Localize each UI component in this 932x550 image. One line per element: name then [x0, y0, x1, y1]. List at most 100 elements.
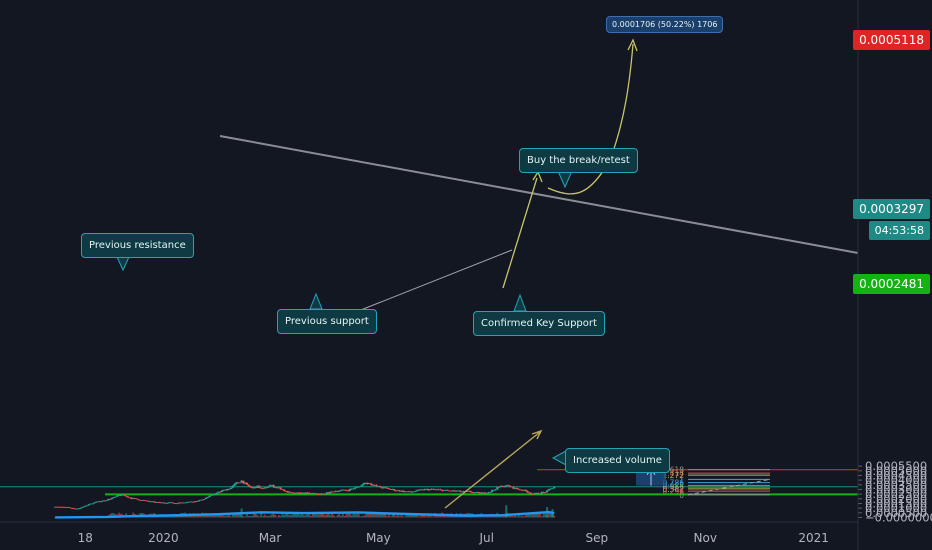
- volume-bar: [212, 514, 215, 518]
- candle-body: [370, 483, 373, 485]
- candle-body: [194, 501, 197, 502]
- candle-body: [222, 489, 225, 491]
- volume-bar: [448, 515, 451, 518]
- volume-bar: [354, 514, 357, 518]
- volume-bar: [281, 513, 284, 518]
- candle-body: [450, 490, 453, 492]
- candle-body: [387, 488, 391, 490]
- y-tick-label: 0.0000500: [865, 506, 927, 520]
- candle-body: [377, 486, 380, 487]
- candle-body: [290, 491, 293, 493]
- candle-body: [183, 502, 186, 504]
- volume-bar: [512, 516, 515, 518]
- volume-bar: [230, 516, 232, 518]
- volume-bar: [269, 515, 271, 518]
- candle-body: [364, 482, 368, 484]
- candle-body: [121, 494, 124, 496]
- volume-bar: [285, 512, 287, 518]
- candle-body: [220, 490, 224, 492]
- annotation-increased-volume[interactable]: Increased volume: [565, 448, 670, 473]
- candle-body: [295, 492, 298, 494]
- volume-bar: [242, 516, 245, 518]
- candle-body: [503, 486, 506, 488]
- candle-body: [114, 496, 117, 498]
- candle-body: [476, 492, 479, 493]
- volume-bar: [187, 515, 190, 518]
- candle-body: [169, 502, 172, 504]
- volume-bar: [206, 514, 209, 518]
- annotation-buy-break-retest[interactable]: Buy the break/retest: [519, 148, 638, 173]
- volume-bar: [341, 512, 344, 518]
- volume-bar: [292, 514, 295, 518]
- volume-bar: [418, 516, 421, 518]
- volume-bar: [238, 513, 241, 518]
- candle-body: [172, 502, 176, 504]
- candle-body: [522, 489, 526, 491]
- candle-body: [141, 500, 144, 501]
- fib-level-label: 1: [679, 475, 684, 484]
- candle-body: [236, 482, 240, 484]
- volume-bar: [532, 513, 534, 518]
- volume-bar: [498, 515, 501, 518]
- candle-body: [469, 491, 472, 493]
- volume-bar: [301, 512, 303, 518]
- candle-body: [260, 487, 263, 489]
- candle-body: [103, 500, 106, 502]
- volume-bar: [288, 515, 291, 518]
- candle-body: [492, 489, 495, 491]
- candle-body: [212, 494, 215, 496]
- volume-bar: [237, 513, 239, 518]
- candle-body: [462, 491, 465, 492]
- volume-bar: [171, 516, 174, 518]
- candle-body: [334, 491, 337, 492]
- candle-body: [242, 480, 245, 484]
- candle-body: [244, 482, 247, 484]
- candle-body: [78, 508, 82, 509]
- volume-bar: [178, 516, 181, 518]
- candle-body: [286, 491, 289, 493]
- candle-body: [148, 501, 151, 502]
- candle-body: [107, 499, 110, 501]
- volume-bar: [299, 514, 302, 518]
- candle-body: [267, 486, 270, 488]
- volume-bar: [293, 513, 296, 518]
- candle-body: [375, 485, 378, 487]
- candle-body: [348, 488, 352, 491]
- volume-bar: [244, 516, 247, 518]
- fib-level-label: 0.786: [663, 479, 685, 488]
- volume-bar: [505, 505, 508, 518]
- candle-body: [137, 499, 140, 501]
- volume-bar: [492, 515, 495, 518]
- candle-body: [245, 482, 249, 485]
- volume-bar: [382, 513, 385, 518]
- fib-level-label: 0.382: [663, 485, 685, 494]
- candle-body: [238, 482, 241, 484]
- candle-body: [409, 491, 412, 493]
- candle-body: [327, 492, 330, 494]
- candle-body: [84, 505, 87, 507]
- volume-bar: [247, 515, 250, 518]
- candle-body: [405, 491, 408, 493]
- volume-bar: [553, 515, 556, 518]
- candle-body: [553, 486, 556, 489]
- y-tick-label: 0.0005000: [865, 464, 927, 478]
- candle-body: [359, 486, 362, 488]
- volume-bar: [352, 512, 355, 518]
- volume-bar: [317, 514, 319, 518]
- volume-bar: [327, 512, 330, 518]
- candle-body: [299, 492, 302, 494]
- candle-body: [66, 507, 69, 508]
- candle-body: [531, 493, 535, 495]
- volume-bar: [409, 513, 412, 518]
- annotation-previous-resistance[interactable]: Previous resistance: [81, 233, 194, 258]
- annotation-confirmed-key-support[interactable]: Confirmed Key Support: [473, 311, 605, 336]
- candle-body: [542, 492, 545, 493]
- candle-body: [256, 485, 259, 488]
- candle-body: [284, 491, 288, 492]
- y-tick-label: 0.0004000: [865, 473, 927, 487]
- volume-bar: [228, 513, 231, 518]
- volume-bar: [535, 512, 538, 518]
- annotation-previous-support[interactable]: Previous support: [277, 309, 377, 334]
